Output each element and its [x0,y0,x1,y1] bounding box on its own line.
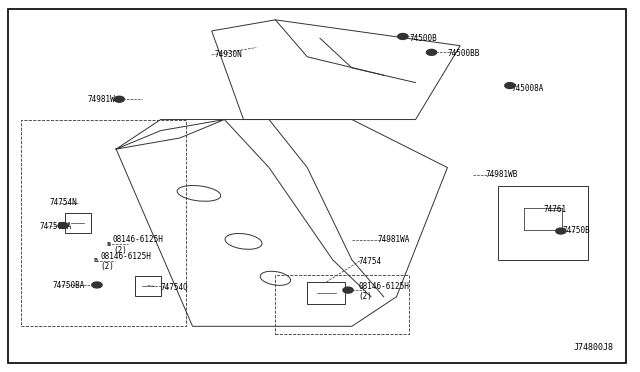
Circle shape [397,33,408,39]
Circle shape [114,96,124,102]
Text: 08146-6125H
(2): 08146-6125H (2) [358,282,409,301]
Circle shape [556,228,566,234]
Text: 74754: 74754 [358,257,381,266]
Text: 747508A: 747508A [40,222,72,231]
Text: 74750B: 74750B [562,226,590,235]
Text: B: B [93,258,98,263]
Text: 74750BA: 74750BA [52,281,84,290]
Text: B: B [346,288,350,293]
Text: 74981WB: 74981WB [486,170,518,179]
Text: 74981WA: 74981WA [378,235,410,244]
Text: 08146-6125H
(2): 08146-6125H (2) [100,252,151,272]
Circle shape [58,222,68,228]
Text: J74800J8: J74800J8 [573,343,613,352]
Text: 74761: 74761 [543,205,566,215]
Text: B: B [106,242,111,247]
Text: 745008A: 745008A [511,84,543,93]
Text: 74754N: 74754N [49,198,77,207]
Text: 74981W: 74981W [88,95,115,104]
Circle shape [426,49,436,55]
Text: 74754Q: 74754Q [161,283,188,292]
Circle shape [92,282,102,288]
Text: 74500BB: 74500BB [447,49,480,58]
Text: 74930N: 74930N [215,51,243,60]
Text: 74500B: 74500B [409,34,437,43]
Circle shape [343,287,353,293]
Text: 08146-6125H
(2): 08146-6125H (2) [113,235,164,255]
Circle shape [505,83,515,89]
